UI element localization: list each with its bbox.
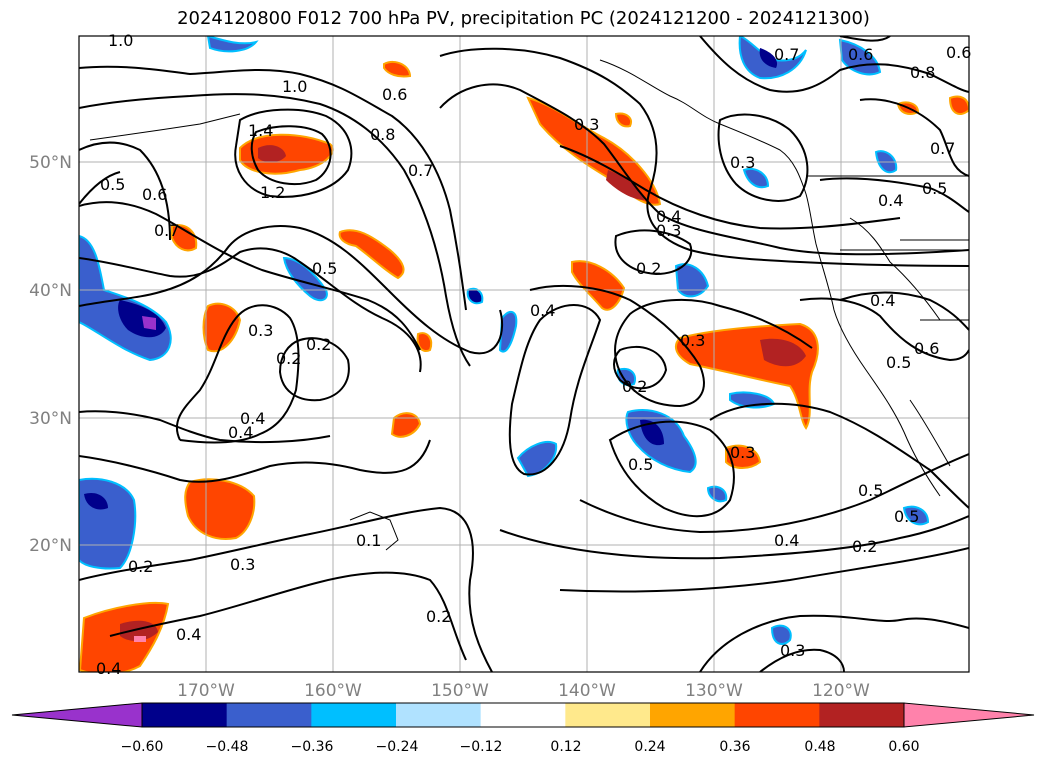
lat-tick-label: 30°N [29, 409, 72, 429]
contour-label: 1.2 [260, 183, 285, 202]
contour-label: 0.2 [306, 335, 331, 354]
map-title: 2024120800 F012 700 hPa PV, precipitatio… [177, 8, 870, 29]
contour-label: 0.5 [312, 259, 337, 278]
colorbar-extend-min [11, 702, 143, 728]
contour-label: 0.8 [370, 125, 395, 144]
lon-tick-label: 120°W [812, 681, 870, 701]
colorbar-cell [480, 703, 566, 727]
longitude-labels: 170°W 160°W 150°W 140°W 130°W 120°W [177, 681, 870, 701]
latitude-labels: 50°N 40°N 30°N 20°N [29, 153, 72, 556]
contour-labels: 1.0 1.0 1.4 1.2 0.6 0.8 0.7 0.5 0.6 0.7 … [96, 31, 971, 678]
contour-label: 0.3 [730, 443, 755, 462]
colorbar-tick: 0.12 [550, 739, 581, 755]
contour-label: 0.6 [914, 339, 939, 358]
contour-label: 0.4 [96, 659, 121, 678]
contour-label: 0.7 [774, 45, 799, 64]
colorbar-cell [396, 703, 482, 727]
colorbar: −0.60 −0.48 −0.36 −0.24 −0.12 0.12 0.24 … [11, 702, 1035, 755]
contour-label: 0.4 [656, 207, 681, 226]
contour-label: 0.4 [878, 191, 903, 210]
contour-label: 0.6 [848, 45, 873, 64]
colorbar-tick: 0.60 [888, 739, 919, 755]
contour-label: 0.2 [426, 607, 451, 626]
contour-label: 0.2 [276, 349, 301, 368]
colorbar-cell [565, 703, 651, 727]
contour-label: 0.2 [622, 377, 647, 396]
colorbar-tick: −0.12 [460, 739, 503, 755]
contour-label: 0.6 [382, 85, 407, 104]
pv-contours [79, 36, 969, 672]
contour-label: 0.8 [910, 63, 935, 82]
contour-label: 0.5 [922, 179, 947, 198]
contour-label: 0.4 [240, 409, 265, 428]
contour-label: 0.4 [228, 423, 253, 442]
contour-label: 0.3 [248, 321, 273, 340]
contour-label: 1.0 [282, 77, 307, 96]
contour-label: 0.3 [730, 153, 755, 172]
contour-label: 0.2 [128, 557, 153, 576]
colorbar-tick: −0.60 [121, 739, 164, 755]
graticule [79, 36, 969, 672]
contour-label: 0.5 [628, 455, 653, 474]
contour-label: 0.3 [574, 115, 599, 134]
contour-label: 0.7 [154, 221, 179, 240]
contour-label: 0.5 [894, 507, 919, 526]
lon-tick-label: 160°W [304, 681, 362, 701]
contour-label: 0.4 [870, 291, 895, 310]
colorbar-cell [311, 703, 397, 727]
colorbar-tick: 0.36 [719, 739, 750, 755]
lon-tick-label: 130°W [685, 681, 743, 701]
contour-label: 1.4 [248, 121, 273, 140]
colorbar-cell [734, 703, 820, 727]
colorbar-tick: −0.36 [291, 739, 334, 755]
contour-label: 0.5 [858, 481, 883, 500]
contour-label: 0.4 [176, 625, 201, 644]
contour-label: 0.7 [930, 139, 955, 158]
colorbar-tick-labels: −0.60 −0.48 −0.36 −0.24 −0.12 0.12 0.24 … [121, 739, 920, 755]
colorbar-tick: −0.48 [206, 739, 249, 755]
contour-label: 0.1 [356, 531, 381, 550]
lon-tick-label: 140°W [558, 681, 616, 701]
contour-label: 0.6 [142, 185, 167, 204]
contour-label: 0.2 [852, 537, 877, 556]
colorbar-cell [819, 703, 905, 727]
colorbar-cell [142, 703, 228, 727]
lat-tick-label: 20°N [29, 536, 72, 556]
contour-label: 1.0 [108, 31, 133, 50]
contour-label: 0.5 [100, 175, 125, 194]
colorbar-extend-max [903, 702, 1035, 728]
lon-tick-label: 150°W [431, 681, 489, 701]
contour-label: 0.2 [636, 259, 661, 278]
colorbar-tick: 0.24 [634, 739, 665, 755]
lat-tick-label: 40°N [29, 281, 72, 301]
lon-tick-label: 170°W [177, 681, 235, 701]
map-frame [78, 35, 970, 673]
contour-label: 0.4 [774, 531, 799, 550]
contour-label: 0.3 [780, 641, 805, 660]
colorbar-cell [650, 703, 736, 727]
contour-label: 0.4 [530, 301, 555, 320]
contour-label: 0.3 [230, 555, 255, 574]
contour-label: 0.5 [886, 353, 911, 372]
colorbar-tick: −0.24 [376, 739, 419, 755]
contour-label: 0.3 [680, 331, 705, 350]
coastlines [89, 59, 969, 551]
contour-label: 0.7 [408, 161, 433, 180]
contour-label: 0.3 [656, 221, 681, 240]
colorbar-tick: 0.48 [804, 739, 835, 755]
lat-tick-label: 50°N [29, 153, 72, 173]
colorbar-cell [226, 703, 312, 727]
contour-label: 0.6 [946, 43, 971, 62]
